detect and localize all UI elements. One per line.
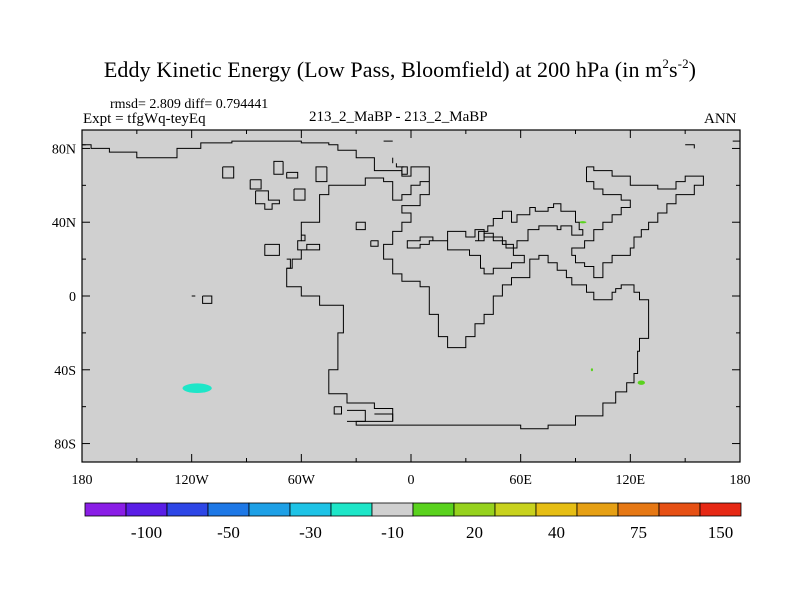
coastline bbox=[355, 221, 366, 231]
colorbar-swatch bbox=[330, 502, 373, 517]
coastline bbox=[370, 240, 379, 247]
chart-title-text: Eddy Kinetic Energy (Low Pass, Bloomfiel… bbox=[103, 57, 663, 82]
green-anomaly-indian-ocean bbox=[590, 368, 594, 372]
y-tick-label: 40N bbox=[52, 216, 76, 231]
colorbar: -100 -50 -30 -10 20 40 75 150 bbox=[84, 502, 742, 542]
colorbar-swatch bbox=[576, 502, 619, 517]
title-unit-close: ) bbox=[688, 57, 697, 82]
colorbar-swatch bbox=[412, 502, 455, 517]
colorbar-label: -50 bbox=[217, 523, 240, 542]
colorbar-swatch bbox=[658, 502, 701, 517]
colorbar-swatch bbox=[535, 502, 578, 517]
coastline bbox=[571, 166, 704, 279]
colorbar-swatch bbox=[617, 502, 660, 517]
x-tick-label: 120E bbox=[616, 473, 646, 488]
colorbar-label: 150 bbox=[708, 523, 734, 542]
coastline bbox=[315, 166, 328, 183]
colorbar-label: -10 bbox=[381, 523, 404, 542]
colorbar-label: 20 bbox=[466, 523, 483, 542]
colorbar-swatch bbox=[125, 502, 168, 517]
title-unit-superscript-minus2: -2 bbox=[677, 56, 689, 71]
x-tick-label: 180 bbox=[72, 473, 93, 488]
anomaly-features bbox=[182, 221, 645, 394]
axis-ticks: 180 120W 60W 0 60E 120E 180 80N 40N 0 40S 80S bbox=[52, 130, 751, 488]
colorbar-swatch bbox=[84, 502, 127, 517]
x-tick-label: 60E bbox=[509, 473, 532, 488]
green-anomaly-asia bbox=[579, 221, 587, 224]
green-anomaly-south-indian bbox=[637, 380, 645, 385]
coastline bbox=[374, 413, 394, 422]
chart-title: Eddy Kinetic Energy (Low Pass, Bloomfiel… bbox=[0, 56, 800, 83]
coastline bbox=[475, 203, 584, 249]
cyan-anomaly-south-pacific bbox=[182, 383, 212, 394]
stats-text: rmsd= 2.809 diff= 0.794441 bbox=[110, 97, 269, 112]
x-tick-label: 120W bbox=[175, 473, 210, 488]
coastline bbox=[286, 171, 299, 179]
title-unit-superscript-2: 2 bbox=[662, 56, 669, 71]
coastline bbox=[347, 409, 366, 422]
season-label: ANN bbox=[704, 111, 737, 127]
colorbar-swatch bbox=[166, 502, 209, 517]
coastline bbox=[685, 144, 695, 149]
colorbar-swatch bbox=[453, 502, 496, 517]
coastline bbox=[82, 140, 650, 430]
colorbar-label: -100 bbox=[131, 523, 162, 542]
coastline bbox=[255, 190, 280, 210]
colorbar-label: -30 bbox=[299, 523, 322, 542]
coastline bbox=[401, 166, 408, 175]
colorbar-swatch bbox=[494, 502, 537, 517]
coastline bbox=[333, 406, 342, 415]
colorbar-swatch bbox=[289, 502, 332, 517]
colorbar-label: 75 bbox=[630, 523, 647, 542]
colorbar-swatch bbox=[371, 502, 414, 517]
colorbar-swatch bbox=[207, 502, 250, 517]
coastline bbox=[293, 188, 306, 201]
colorbar-label: 40 bbox=[548, 523, 565, 542]
y-tick-label: 80S bbox=[54, 438, 76, 453]
title-unit-s: s bbox=[668, 57, 678, 82]
coastline bbox=[286, 258, 291, 269]
coastline bbox=[264, 243, 280, 256]
y-tick-label: 80N bbox=[52, 142, 76, 157]
coastline bbox=[249, 179, 262, 190]
coastline bbox=[222, 166, 235, 179]
coastline-layer bbox=[82, 140, 740, 430]
colorbar-swatch bbox=[699, 502, 742, 517]
coastline bbox=[301, 234, 306, 242]
x-tick-label: 0 bbox=[408, 473, 415, 488]
coastline bbox=[202, 295, 213, 304]
y-tick-label: 0 bbox=[69, 290, 76, 305]
coastline bbox=[406, 229, 525, 275]
coastline bbox=[273, 160, 284, 175]
colorbar-swatch bbox=[248, 502, 291, 517]
plot-background bbox=[82, 130, 740, 462]
x-tick-label: 180 bbox=[730, 473, 751, 488]
x-tick-label: 60W bbox=[288, 473, 316, 488]
experiment-label: Expt = tfgWq-teyEq bbox=[83, 111, 206, 127]
y-tick-label: 40S bbox=[54, 364, 76, 379]
comparison-label: 213_2_MaBP - 213_2_MaBP bbox=[309, 109, 488, 125]
coastline bbox=[395, 163, 404, 168]
